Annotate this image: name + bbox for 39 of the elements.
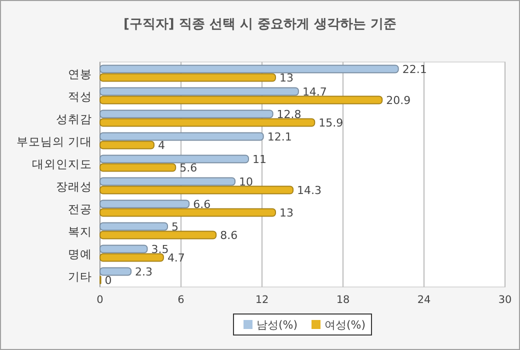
title: [구직자] 직종 선택 시 중요하게 생각하는 기준 [123, 17, 397, 32]
data-label: 13 [280, 206, 294, 220]
data-label: 2.3 [135, 265, 153, 278]
xtick: 24 [417, 294, 431, 306]
data-label: 3.5 [151, 242, 169, 256]
legend-label: 여성(%) [324, 318, 366, 332]
ytick: 부모님의 기대 [16, 134, 92, 148]
data-label: 6.6 [193, 198, 211, 211]
data-label: 4 [158, 139, 165, 152]
xtick: 18 [336, 294, 350, 306]
data-label: 22.1 [402, 62, 427, 76]
data-label: 14.7 [302, 85, 327, 98]
xtick: 12 [255, 294, 269, 306]
ytick: 장래성 [56, 179, 92, 194]
data-label: 13 [280, 72, 294, 85]
data-label: 8.6 [220, 229, 238, 242]
data-label: 15.9 [318, 116, 344, 130]
ytick: 연봉 [68, 66, 92, 81]
data-label: 4.7 [167, 252, 185, 265]
data-label: 0 [104, 274, 112, 288]
ytick: 적성 [68, 89, 92, 104]
data-label: 10 [239, 175, 253, 188]
data-label: 5 [172, 220, 178, 234]
ytick: 대외인지도 [32, 156, 92, 171]
ytick: 복지 [68, 224, 92, 238]
data-label: 20.9 [386, 94, 411, 108]
ytick: 기타 [68, 269, 92, 284]
ytick: 명예 [68, 246, 92, 261]
xtick: 0 [96, 294, 104, 306]
data-label: 11 [252, 152, 266, 166]
data-label: 5.6 [180, 162, 198, 175]
data-label: 12.8 [276, 108, 302, 121]
data-label: 14.3 [297, 184, 322, 198]
legend-label: 남성(%) [256, 318, 298, 332]
xtick: 30 [498, 294, 512, 306]
ytick: 전공 [68, 202, 92, 216]
xtick: 6 [178, 294, 184, 306]
data-label: 12.1 [267, 130, 292, 144]
ytick: 성취감 [56, 112, 92, 126]
